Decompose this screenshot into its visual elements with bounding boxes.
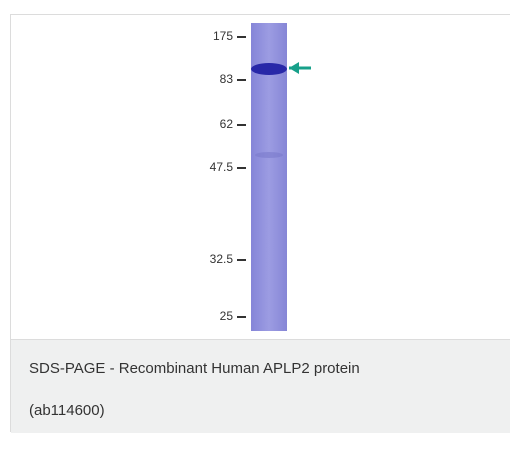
caption: SDS-PAGE - Recombinant Human APLP2 prote… — [11, 339, 510, 433]
caption-line: (ab114600) — [29, 402, 105, 419]
marker-label: 32.5 — [210, 252, 234, 266]
faint-band — [255, 152, 283, 158]
arrow-head — [289, 62, 299, 74]
marker-label: 62 — [220, 117, 234, 131]
marker-label: 47.5 — [210, 160, 234, 174]
gel-figure: 175 83 62 47.5 32.5 25 — [11, 15, 510, 339]
marker-label: 25 — [220, 309, 234, 323]
marker-label: 175 — [213, 29, 233, 43]
caption-line: SDS-PAGE - Recombinant Human APLP2 prote… — [29, 360, 360, 377]
product-image-card: 175 83 62 47.5 32.5 25 SDS-PAGE - Recombinant… — [10, 14, 510, 432]
protein-band — [251, 63, 287, 75]
marker-label: 83 — [220, 72, 234, 86]
gel-image: 175 83 62 47.5 32.5 25 — [11, 15, 510, 339]
page: 175 83 62 47.5 32.5 25 SDS-PAGE - Recombinant… — [0, 0, 510, 464]
